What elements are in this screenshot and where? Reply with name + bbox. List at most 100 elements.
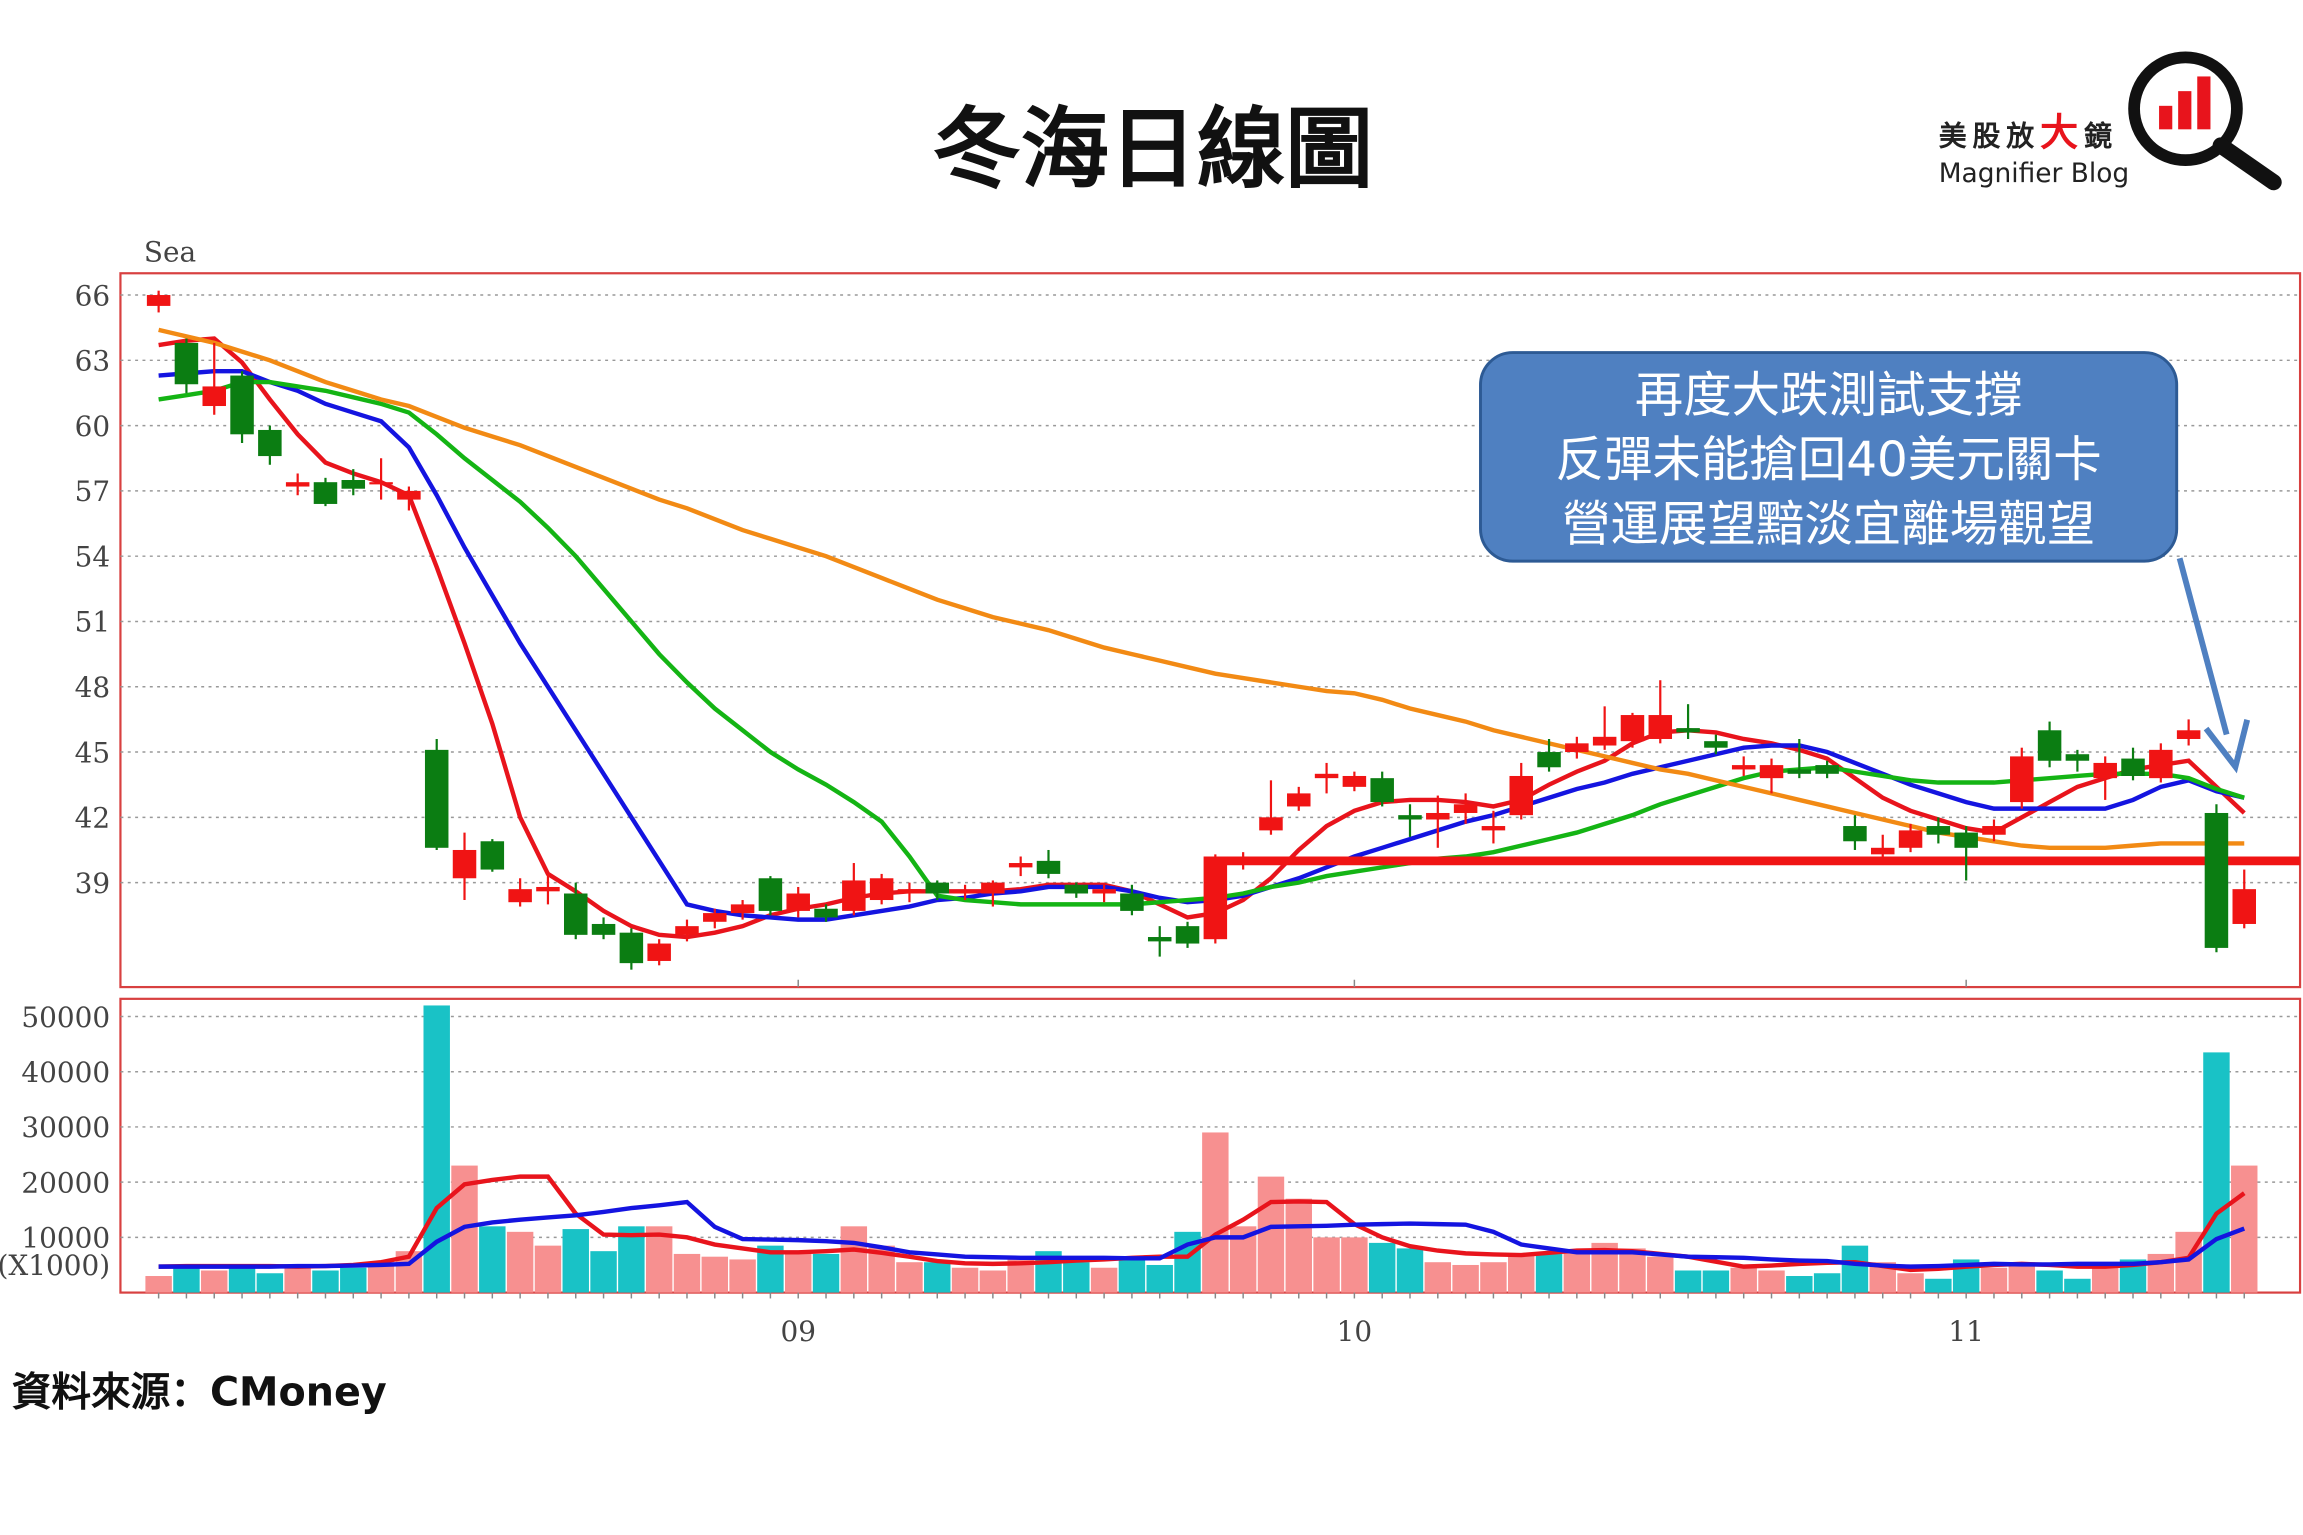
- candle-body: [925, 882, 950, 894]
- candle-body: [508, 889, 532, 903]
- y-tick-label: 39: [75, 867, 111, 900]
- candle-body: [1982, 826, 2006, 835]
- volume-bar: [1925, 1278, 1952, 1293]
- volume-bar: [2203, 1052, 2230, 1293]
- annotation-arrowhead: [2203, 719, 2251, 774]
- y-tick-label: 45: [75, 736, 111, 769]
- volume-bar: [951, 1267, 979, 1293]
- candle-body: [703, 913, 727, 922]
- logo-bar: [2197, 76, 2211, 130]
- candle-body: [424, 749, 449, 848]
- candle-body: [452, 849, 477, 879]
- candle-body: [1481, 826, 1506, 831]
- volume-bar: [1146, 1264, 1173, 1293]
- candle-body: [2232, 889, 2256, 924]
- volume-bar: [590, 1251, 617, 1293]
- y-tick-label: 40000: [21, 1056, 110, 1089]
- candle-body: [814, 908, 838, 918]
- candle-body: [1426, 812, 1450, 820]
- candle-body: [313, 482, 338, 504]
- y-tick-label: 50000: [21, 1001, 110, 1034]
- candle-body: [1954, 832, 1978, 848]
- y-tick-label: 48: [75, 671, 111, 704]
- candle-body: [1870, 847, 1895, 855]
- volume-bar: [1118, 1259, 1146, 1293]
- volume-bar: [201, 1270, 228, 1293]
- volume-bar: [1341, 1237, 1368, 1293]
- source: 資料來源：CMoney: [12, 1370, 387, 1416]
- volume-bar: [1063, 1262, 1090, 1293]
- candle-body: [397, 490, 421, 500]
- moving-average: [158, 379, 2245, 907]
- volume-bar: [1980, 1267, 2008, 1293]
- logo-text: 鏡: [2084, 119, 2118, 152]
- volume-bar: [1897, 1273, 1924, 1293]
- volume-bar: [673, 1253, 701, 1293]
- moving-average: [158, 336, 2246, 940]
- y-tick-label: 10000: [21, 1222, 110, 1255]
- volume-bar: [2036, 1270, 2063, 1293]
- volume-bar: [562, 1229, 589, 1293]
- volume-bar: [840, 1226, 868, 1293]
- candle-body: [341, 480, 366, 489]
- candle-body: [647, 943, 671, 961]
- volume-bar: [1813, 1273, 1841, 1293]
- volume-bar: [1563, 1251, 1591, 1293]
- candle-body: [1509, 775, 1533, 816]
- candle-body: [758, 878, 783, 911]
- chart-title: 冬海日線圖: [933, 97, 1374, 200]
- candle-body: [786, 893, 810, 911]
- volume-bar: [701, 1256, 729, 1293]
- y-tick-label: 51: [75, 606, 111, 639]
- candle-body: [1676, 728, 1700, 733]
- candle-body: [2176, 730, 2201, 739]
- volume-bar: [173, 1267, 200, 1293]
- volume-bar: [1730, 1267, 1757, 1293]
- volume-bar: [1786, 1276, 1813, 1293]
- candle-body: [1203, 856, 1228, 940]
- moving-average: [158, 327, 2245, 851]
- logo: 美股放大鏡 Magnifier Blog: [1939, 51, 2282, 191]
- candle-body: [2037, 730, 2062, 761]
- candle-body: [1314, 773, 1339, 779]
- volume-bar: [729, 1259, 756, 1293]
- y-tick-label: 57: [75, 475, 111, 508]
- candle-body: [146, 295, 171, 306]
- price-panel: [119, 272, 2302, 989]
- volume-bar: [2064, 1278, 2091, 1293]
- x-tick-label: 09: [780, 1315, 816, 1348]
- logo-text: 美股放大鏡: [1939, 111, 2118, 155]
- candle-body: [1731, 765, 1756, 770]
- volume-bar: [1396, 1248, 1424, 1293]
- candle-body: [1537, 752, 1561, 768]
- candle-body: [953, 891, 977, 894]
- volume-bar: [1674, 1270, 1702, 1293]
- candle-body: [675, 926, 699, 935]
- candle-body: [285, 482, 310, 487]
- candle-body: [536, 886, 560, 892]
- candle-body: [1064, 884, 1089, 894]
- candle-body: [369, 482, 393, 485]
- candle-body: [2093, 762, 2117, 779]
- candle-body: [1175, 926, 1200, 944]
- volume-bar: [284, 1267, 311, 1293]
- candle-body: [1398, 815, 1422, 820]
- volume-bar: [1368, 1242, 1396, 1293]
- logo-bar: [2159, 105, 2173, 130]
- volume-bar: [145, 1276, 172, 1293]
- annotation-box: [1479, 351, 2179, 563]
- candle-body: [1453, 804, 1478, 813]
- logo-text: Magnifier Blog: [1939, 158, 2129, 189]
- candle-body: [1092, 889, 1116, 894]
- candle-body: [1926, 826, 1951, 835]
- volume-bar: [1841, 1245, 1869, 1293]
- candle-body: [1620, 715, 1645, 742]
- volume-bar: [1758, 1270, 1785, 1293]
- volume-bar: [340, 1267, 367, 1293]
- volume-bar: [1480, 1262, 1507, 1293]
- candle-body: [564, 893, 588, 935]
- candle-body: [1036, 860, 1061, 874]
- candle-body: [1815, 765, 1839, 774]
